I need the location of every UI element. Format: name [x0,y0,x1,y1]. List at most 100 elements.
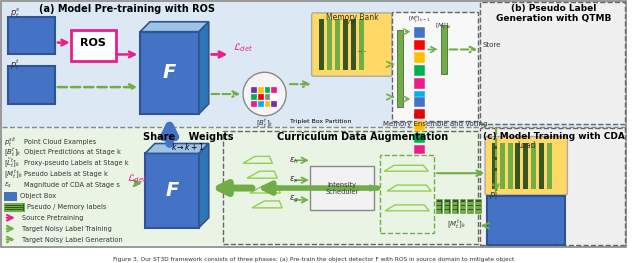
Bar [413,40,426,50]
Text: Memory Bank: Memory Bank [326,13,378,22]
FancyBboxPatch shape [2,2,625,127]
Bar [358,19,364,70]
Bar [413,52,426,63]
Bar [258,101,264,107]
Bar [5,206,22,207]
FancyBboxPatch shape [310,166,374,210]
Bar [4,192,15,200]
Bar [452,206,457,209]
Bar [468,206,473,209]
Text: Source Pretraining: Source Pretraining [22,215,83,221]
Text: $\varepsilon_s$: $\varepsilon_s$ [4,180,12,190]
Text: $\varepsilon_s$: $\varepsilon_s$ [289,175,298,185]
Text: $\varepsilon_g$: $\varepsilon_g$ [289,194,299,205]
Bar [251,94,257,100]
Text: (b) Pseudo Label
Generation with QTMB: (b) Pseudo Label Generation with QTMB [496,4,611,23]
Bar [467,199,474,213]
Bar [436,199,442,213]
Bar [460,206,465,209]
Bar [271,101,277,107]
Bar [413,91,426,102]
Text: Target Noisy Label Training: Target Noisy Label Training [22,226,111,232]
Text: $n_k$: $n_k$ [347,19,356,28]
FancyBboxPatch shape [480,2,625,124]
Text: Pseudo / Memory labels: Pseudo / Memory labels [28,204,107,210]
Bar [8,17,55,54]
Bar [452,199,458,213]
Bar [413,121,426,131]
Text: F: F [163,63,176,82]
Text: $p_t^t$: $p_t^t$ [10,57,20,72]
Text: Memory Ensemble and Voting: Memory Ensemble and Voting [383,121,487,127]
Text: Figure 3. Our ST3D framework consists of three phases: (a) Pre-train the object : Figure 3. Our ST3D framework consists of… [113,257,514,262]
Text: $p_t^s$: $p_t^s$ [10,7,20,20]
Bar [258,94,264,100]
Text: $[B_t^t]_k$: $[B_t^t]_k$ [4,146,22,159]
Bar [500,143,505,189]
Text: (a) Model Pre-training with ROS: (a) Model Pre-training with ROS [40,4,216,14]
Polygon shape [140,22,209,32]
Bar [4,203,24,211]
Bar [271,87,277,93]
Bar [468,203,473,205]
Bar [251,87,257,93]
Text: Magnitude of CDA at Stage s: Magnitude of CDA at Stage s [24,182,120,188]
Bar [444,206,449,209]
Text: Load: Load [517,140,536,150]
Text: $\mathcal{L}_{det}$: $\mathcal{L}_{det}$ [233,42,253,54]
Bar [327,19,332,70]
Text: $\varepsilon_h$: $\varepsilon_h$ [289,155,299,166]
Text: $[\tilde{L}_t^t]_k$: $[\tilde{L}_t^t]_k$ [4,157,20,170]
Text: ROS: ROS [80,38,106,48]
Polygon shape [199,144,209,228]
Bar [487,196,566,245]
Bar [444,210,449,213]
Text: Pseudo Labels at Stage k: Pseudo Labels at Stage k [24,171,108,177]
Text: (c) Model Training with CDA: (c) Model Training with CDA [483,132,625,141]
Bar [413,133,426,143]
Bar [539,143,544,189]
Bar [531,143,536,189]
Bar [335,19,340,70]
Text: Share    Weights: Share Weights [143,132,234,142]
Text: $[B_t^t]_k$: $[B_t^t]_k$ [255,117,273,130]
FancyBboxPatch shape [70,30,116,61]
Text: Point Cloud Examples: Point Cloud Examples [24,139,96,145]
FancyBboxPatch shape [312,13,392,76]
Text: $\mathcal{L}_{det}$: $\mathcal{L}_{det}$ [127,172,148,185]
Bar [264,101,271,107]
Text: Target Noisy Label Generation: Target Noisy Label Generation [22,236,122,242]
Bar [145,153,199,228]
Text: $[M_t^t]_k$: $[M_t^t]_k$ [447,218,467,231]
Bar [468,210,473,213]
Bar [343,19,348,70]
Text: Curriculum Data Augmentation: Curriculum Data Augmentation [277,132,448,142]
Text: Triplet Box Partition: Triplet Box Partition [290,119,351,124]
Text: $p_t^t$: $p_t^t$ [489,188,499,203]
Bar [452,203,457,205]
Bar [258,87,264,93]
Text: $k \rightarrow k+1$: $k \rightarrow k+1$ [172,140,205,151]
FancyBboxPatch shape [485,136,568,195]
Bar [547,143,552,189]
Bar [413,78,426,89]
Bar [351,19,356,70]
Bar [264,94,271,100]
FancyBboxPatch shape [480,128,625,245]
Text: Proxy-pseudo Labels at Stage k: Proxy-pseudo Labels at Stage k [24,160,128,166]
Bar [524,143,528,189]
Text: $[M_t^t]_k$: $[M_t^t]_k$ [4,168,23,181]
FancyBboxPatch shape [1,1,626,247]
Bar [264,87,271,93]
Bar [5,208,22,209]
Bar [319,19,324,70]
Bar [476,203,481,205]
Text: Object Predictions at Stage k: Object Predictions at Stage k [24,149,120,155]
Text: F: F [165,181,179,200]
Bar [460,199,465,213]
Text: $p_t^{s/t}$: $p_t^{s/t}$ [4,135,17,149]
Text: $[M_t^t]_k$: $[M_t^t]_k$ [435,22,452,32]
Bar [5,210,22,211]
Bar [271,94,277,100]
Bar [397,30,403,107]
